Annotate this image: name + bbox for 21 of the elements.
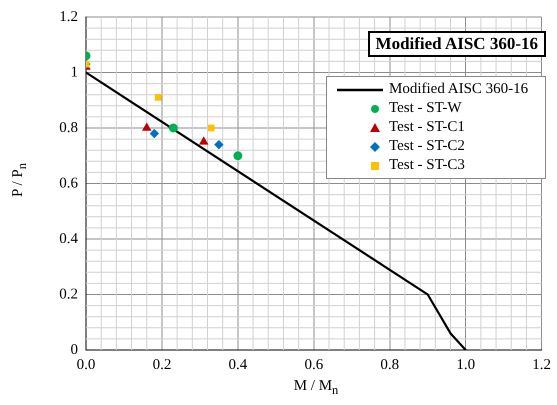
x-tick-label: 1.0 (456, 356, 476, 373)
text: Modified AISC 360-16 (368, 31, 546, 57)
y-tick-label: 1.2 (59, 8, 78, 25)
legend-label: Test - ST-C1 (389, 119, 465, 136)
y-tick-label: 1 (70, 64, 78, 80)
y-tick-label: 0.8 (59, 120, 78, 136)
y-tick-label: 0 (70, 342, 78, 358)
y-tick-label: 0.2 (59, 286, 78, 302)
y-tick-label: 0.4 (59, 230, 78, 247)
x-tick-label: 0.6 (304, 356, 324, 373)
x-axis-title: M / M$_{n}$ (292, 378, 340, 398)
y-tick-label: 0.6 (59, 175, 78, 192)
legend-label: Test - ST-W (389, 100, 462, 117)
legend-label: Modified AISC 360-16 (389, 81, 528, 98)
x-tick-label: 0.4 (228, 356, 248, 373)
legend-label: Test - ST-C3 (389, 157, 465, 174)
legend-label: Test - ST-C2 (389, 138, 465, 155)
x-tick-label: 0.0 (76, 356, 96, 373)
x-tick-label: 0.2 (152, 356, 172, 373)
x-tick-label: 0.8 (380, 356, 400, 373)
x-tick-label: 1.2 (532, 356, 551, 373)
